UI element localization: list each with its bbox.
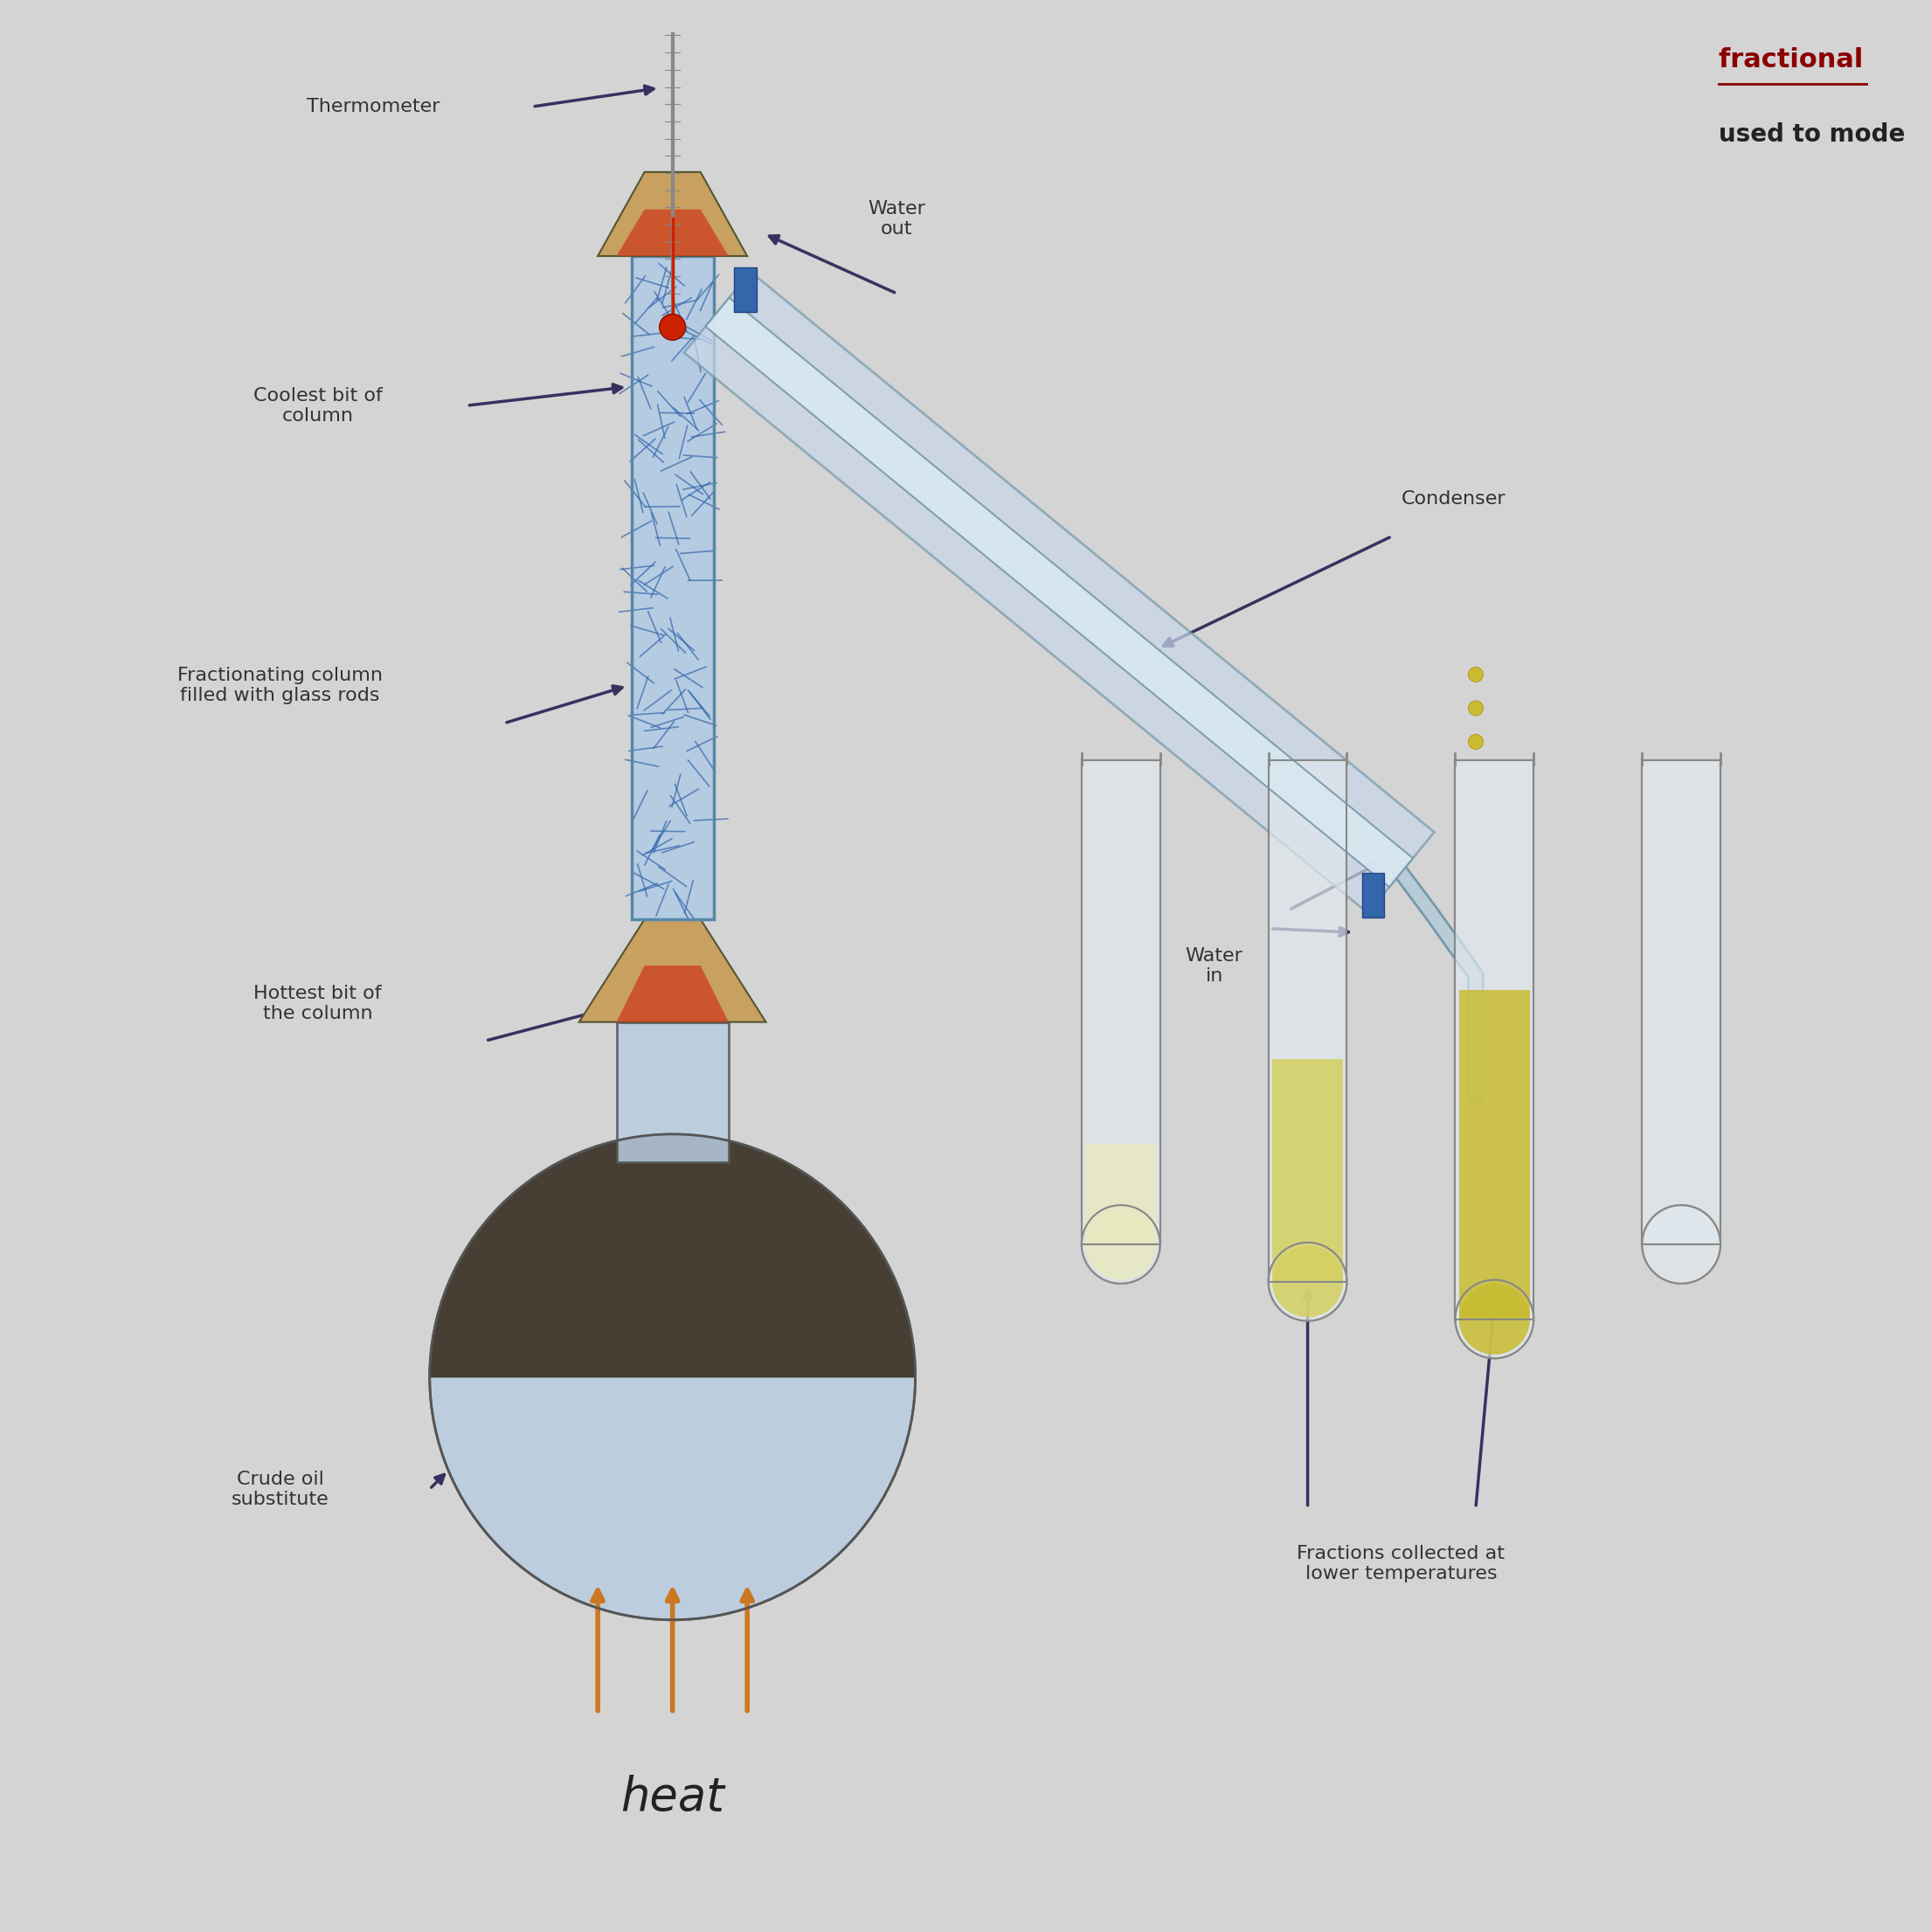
Text: Fractionating column
filled with glass rods: Fractionating column filled with glass r… [178, 667, 382, 705]
Text: Coolest bit of
column: Coolest bit of column [253, 386, 382, 425]
Polygon shape [599, 172, 747, 257]
Circle shape [1273, 1246, 1344, 1318]
Bar [1269, 761, 1346, 1281]
Polygon shape [431, 1134, 915, 1378]
Text: Thermometer: Thermometer [307, 99, 440, 116]
Bar [1361, 873, 1385, 918]
Text: Water
out: Water out [867, 199, 925, 238]
Polygon shape [684, 272, 1435, 914]
Circle shape [1468, 701, 1483, 715]
Bar [734, 267, 757, 313]
Bar [1641, 761, 1721, 1244]
Circle shape [1641, 1206, 1721, 1283]
Circle shape [1460, 1283, 1529, 1354]
Circle shape [658, 315, 686, 340]
Bar [1456, 761, 1533, 1320]
Text: heat: heat [620, 1776, 724, 1820]
Polygon shape [705, 298, 1413, 887]
Circle shape [1085, 1209, 1157, 1279]
Circle shape [1081, 1206, 1161, 1283]
Polygon shape [616, 209, 728, 257]
Text: used to mode: used to mode [1719, 122, 1906, 147]
Bar [1085, 1144, 1157, 1244]
Bar [1460, 991, 1529, 1320]
Text: Hottest bit of
the column: Hottest bit of the column [253, 985, 382, 1022]
Polygon shape [616, 1022, 728, 1163]
Bar [631, 257, 714, 920]
Bar [631, 257, 714, 920]
Circle shape [1468, 734, 1483, 750]
Bar [1269, 761, 1346, 1281]
Circle shape [431, 1134, 915, 1619]
Circle shape [1269, 1242, 1346, 1321]
Bar [1456, 761, 1533, 1320]
Text: Fractions collected at
lower temperatures: Fractions collected at lower temperature… [1298, 1546, 1504, 1582]
Bar [1273, 1059, 1344, 1281]
Text: Condenser: Condenser [1402, 491, 1506, 508]
Bar [1641, 761, 1721, 1244]
Bar [1081, 761, 1161, 1244]
Polygon shape [616, 966, 728, 1022]
Text: fractional dist: fractional dist [1719, 46, 1929, 73]
Bar [1081, 761, 1161, 1244]
Text: Crude oil
substitute: Crude oil substitute [232, 1470, 328, 1509]
Circle shape [1468, 667, 1483, 682]
Polygon shape [579, 920, 767, 1022]
Circle shape [1456, 1279, 1533, 1358]
Text: Water
in: Water in [1186, 947, 1244, 985]
